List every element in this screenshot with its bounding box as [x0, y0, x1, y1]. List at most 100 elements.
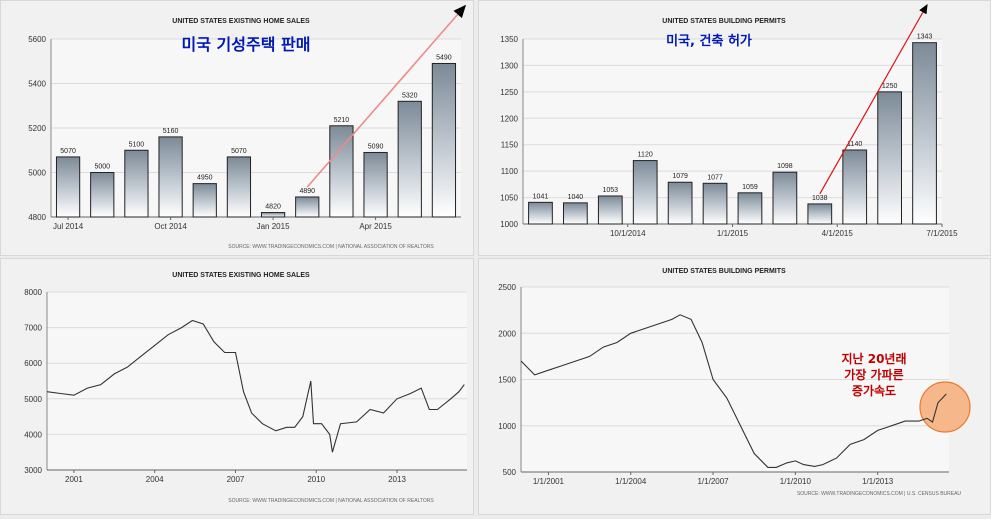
chart-panel-permits-bars: UNITED STATES BUILDING PERMITS 1000 1050 1…: [478, 0, 991, 256]
x-tick-label: 2010: [307, 475, 325, 484]
data-label: 1079: [672, 173, 688, 180]
chart-title: UNITED STATES BUILDING PERMITS: [662, 268, 786, 275]
y-tick-label: 1350: [500, 35, 518, 44]
data-label: 1077: [707, 174, 723, 181]
bar: [90, 172, 115, 218]
y-tick-label: 4000: [24, 430, 42, 439]
y-tick-label: 4800: [28, 213, 46, 222]
bar: [55, 156, 81, 218]
chart-svg-home-sales-bars: UNITED STATES EXISTING HOME SALES SOURCE…: [28, 4, 467, 250]
data-label: 4820: [265, 204, 281, 211]
data-label: 5100: [129, 141, 145, 148]
y-tick-label: 1300: [500, 61, 518, 70]
x-tick-label: Apr 2015: [359, 222, 392, 231]
data-label: 5090: [368, 143, 384, 150]
y-tick-label: 5000: [24, 395, 42, 404]
x-tick-label: 2004: [146, 475, 164, 484]
bar: [528, 201, 553, 225]
x-tick-label: 1/1/2013: [862, 477, 894, 486]
bar: [260, 212, 286, 218]
x-tick-label: 4/1/2015: [822, 229, 854, 238]
chart-panel-home-sales-bars: UNITED STATES EXISTING HOME SALES SOURCE…: [0, 0, 474, 256]
y-tick-label: 8000: [24, 288, 42, 297]
data-label: 1120: [638, 152, 653, 159]
data-label: 1140: [847, 141, 862, 148]
chart-svg-permits-bars: UNITED STATES BUILDING PERMITS 1000 1050 1…: [500, 3, 958, 238]
data-label: 4890: [299, 188, 315, 195]
chart-annotation: 미국, 건축 허가: [666, 33, 752, 49]
plot-area: [47, 292, 467, 470]
y-tick-label: 5000: [28, 169, 46, 178]
y-tick-label: 1200: [500, 114, 518, 123]
y-tick-label: 1000: [498, 422, 516, 431]
y-tick-label: 5400: [28, 80, 46, 89]
y-tick-label: 1000: [500, 220, 518, 229]
data-label: 4950: [197, 175, 213, 182]
chart-annotation-line-3: 증가속도: [852, 383, 896, 398]
series-line: [520, 314, 947, 468]
bar: [667, 181, 693, 225]
x-tick-label: 1/1/2007: [697, 477, 729, 486]
x-tick-label: 1/1/2001: [533, 477, 565, 486]
x-tick-label: Jan 2015: [257, 222, 290, 231]
bar: [563, 202, 588, 225]
x-tick-label: 7/1/2015: [926, 229, 958, 238]
bar: [192, 183, 217, 218]
data-label: 1343: [917, 34, 933, 41]
data-label: 5070: [60, 148, 76, 155]
bar: [702, 182, 728, 225]
data-label: 1250: [882, 83, 898, 90]
y-tick-label: 5600: [28, 35, 46, 44]
data-label: 5210: [334, 117, 350, 124]
x-tick-label: 1/1/2015: [717, 229, 749, 238]
bar: [431, 62, 457, 218]
bar: [597, 195, 623, 225]
y-tick-label: 1250: [500, 88, 518, 97]
chart-source: SOURCE: WWW.TRADINGECONOMICS.COM | NATIO…: [228, 498, 434, 504]
trend-arrow: [819, 3, 928, 195]
chart-title: UNITED STATES EXISTING HOME SALES: [172, 272, 310, 279]
series-line: [46, 319, 465, 453]
x-tick-label: 2001: [65, 475, 83, 484]
bar: [772, 171, 798, 225]
chart-annotation: 미국 기성주택 판매: [182, 35, 311, 54]
bar: [329, 125, 354, 218]
bar: [632, 160, 658, 225]
bar: [737, 192, 763, 225]
x-tick-label: 1/1/2010: [780, 477, 812, 486]
bar: [158, 136, 183, 218]
y-tick-label: 1050: [500, 194, 518, 203]
bar: [363, 151, 388, 218]
x-tick-label: Oct 2014: [154, 222, 187, 231]
data-label: 1041: [533, 193, 549, 200]
bar: [877, 91, 902, 225]
data-label: 5070: [231, 148, 247, 155]
y-tick-label: 2500: [498, 283, 516, 292]
data-label: 5320: [402, 92, 418, 99]
chart-annotation-line-1: 지난 20년래: [841, 351, 906, 366]
bar: [124, 149, 149, 218]
x-tick-label: 2013: [388, 475, 406, 484]
chart-panel-home-sales-line: UNITED STATES EXISTING HOME SALES SOURCE…: [0, 258, 474, 515]
y-tick-label: 5200: [28, 124, 46, 133]
data-label: 5000: [94, 164, 110, 171]
data-label: 1040: [568, 194, 584, 201]
x-tick-label: 2007: [227, 475, 245, 484]
chart-svg-permits-line: UNITED STATES BUILDING PERMITS SOURCE: W…: [498, 268, 971, 497]
bar: [842, 149, 868, 225]
chart-title: UNITED STATES BUILDING PERMITS: [662, 18, 786, 25]
chart-annotation-line-2: 가장 가파른: [844, 367, 903, 382]
bar: [226, 156, 252, 218]
y-tick-label: 500: [503, 468, 517, 477]
data-label: 1053: [603, 187, 619, 194]
bar: [295, 196, 320, 218]
plot-area: [523, 39, 942, 224]
x-tick-label: 1/1/2004: [615, 477, 647, 486]
trend-arrow: [306, 4, 467, 188]
y-tick-label: 1500: [498, 376, 516, 385]
chart-source: SOURCE: WWW.TRADINGECONOMICS.COM | U.S. …: [797, 491, 961, 497]
chart-title: UNITED STATES EXISTING HOME SALES: [172, 18, 310, 25]
y-tick-label: 7000: [24, 324, 42, 333]
y-tick-label: 1100: [501, 167, 519, 176]
bar: [397, 100, 422, 218]
